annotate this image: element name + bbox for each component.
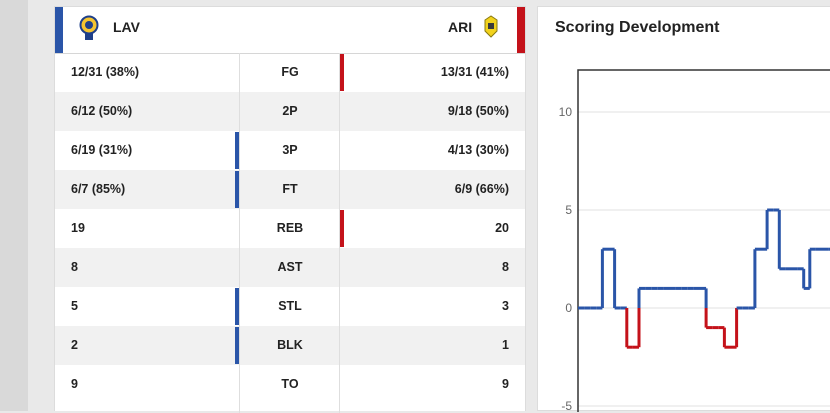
stat-row-3p: 6/19 (31%) 3P 4/13 (30%): [55, 131, 525, 170]
home-stat-value: 2: [71, 338, 78, 352]
scoring-chart-panel: Scoring Development 10 5 0 -5: [537, 6, 830, 412]
home-team-abbr[interactable]: LAV: [113, 19, 140, 35]
y-tick-label: 10: [559, 105, 573, 119]
scoring-chart: 10 5 0 -5: [559, 69, 830, 412]
y-tick-label: -5: [561, 399, 572, 412]
away-stat-value: 13/31 (41%): [440, 65, 509, 79]
stat-label: REB: [276, 221, 304, 235]
stat-label: 2P: [282, 104, 298, 118]
page-background-strip: [0, 0, 28, 411]
stat-label: 3P: [282, 143, 298, 157]
home-stat-value: 9: [71, 377, 78, 391]
away-stat-value: 6/9 (66%): [454, 182, 509, 196]
home-team-logo-icon[interactable]: [79, 15, 99, 46]
home-stat-value: 19: [71, 221, 85, 235]
stat-label: FT: [282, 182, 298, 196]
away-stat-value: 3: [502, 299, 509, 313]
plot-frame: [577, 69, 830, 412]
chart-title: Scoring Development: [555, 19, 720, 36]
stat-label: FG: [281, 65, 299, 79]
home-stat-value: 12/31 (38%): [71, 65, 140, 79]
home-stat-value: 6/12 (50%): [71, 104, 133, 118]
stat-label: AST: [277, 260, 303, 274]
home-leader-indicator: [235, 327, 239, 364]
y-tick-label: 5: [565, 203, 572, 217]
away-team-abbr[interactable]: ARI: [448, 19, 473, 35]
stat-label: BLK: [277, 338, 303, 352]
stat-row-fg: 12/31 (38%) FG 13/31 (41%): [55, 53, 525, 92]
column-divider-right: [339, 53, 340, 413]
stat-row-2p: 6/12 (50%) 2P 9/18 (50%): [55, 92, 525, 131]
away-stat-value: 4/13 (30%): [447, 143, 509, 157]
home-leader-indicator: [235, 171, 239, 208]
stat-row-ft: 6/7 (85%) FT 6/9 (66%): [55, 170, 525, 209]
stat-row-to: 9 TO 9: [55, 365, 525, 404]
away-team-logo-icon[interactable]: [483, 15, 499, 44]
stat-row-stl: 5 STL 3: [55, 287, 525, 326]
stat-row-reb: 19 REB 20: [55, 209, 525, 248]
home-team-color-bar: [55, 7, 63, 53]
stat-row-ast: 8 AST 8: [55, 248, 525, 287]
y-tick-label: 0: [565, 301, 572, 315]
home-stat-value: 8: [71, 260, 78, 274]
home-leader-indicator: [235, 288, 239, 325]
home-stat-value: 5: [71, 299, 78, 313]
home-leader-indicator: [235, 132, 239, 169]
away-stat-value: 20: [495, 221, 509, 235]
stat-row-blk: 2 BLK 1: [55, 326, 525, 365]
home-stat-value: 6/7 (85%): [71, 182, 126, 196]
away-leader-indicator: [340, 54, 344, 91]
column-divider-left: [239, 53, 240, 413]
away-stat-value: 9: [502, 377, 509, 391]
teams-header: LAV ARI: [55, 7, 525, 54]
away-team-color-bar: [517, 7, 525, 53]
stat-label: STL: [278, 299, 302, 313]
team-stats-panel: LAV ARI 12/31 (38%) FG 13/31 (41%) 6/12 (50…: [54, 6, 526, 413]
away-stat-value: 8: [502, 260, 509, 274]
home-stat-value: 6/19 (31%): [71, 143, 133, 157]
away-stat-value: 1: [502, 338, 509, 352]
away-leader-indicator: [340, 210, 344, 247]
away-stat-value: 9/18 (50%): [447, 104, 509, 118]
stat-label: TO: [281, 377, 299, 391]
